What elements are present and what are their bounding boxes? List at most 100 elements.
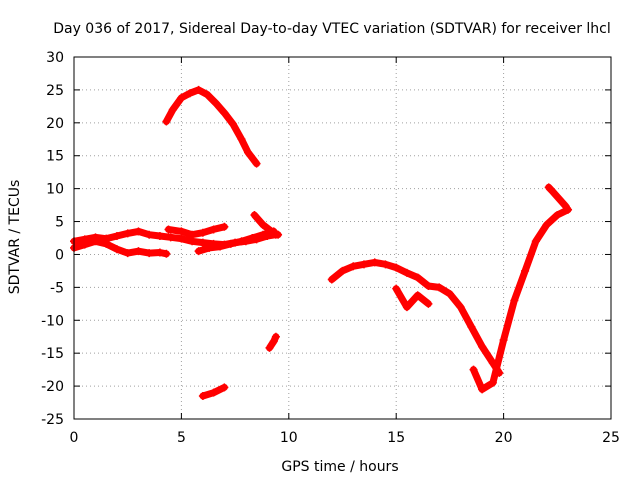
data-point — [392, 284, 401, 293]
data-point — [220, 383, 229, 392]
data-point — [370, 258, 379, 267]
data-point — [155, 248, 164, 257]
data-point — [123, 229, 132, 238]
series-trace — [470, 206, 572, 393]
data-point — [413, 273, 422, 282]
data-point — [349, 262, 358, 271]
data-point — [265, 343, 274, 352]
x-tick-label: 10 — [280, 430, 298, 446]
series-arc-E — [250, 210, 283, 239]
x-tick-label: 20 — [495, 430, 513, 446]
data-point — [177, 93, 186, 102]
data-point — [542, 220, 551, 229]
data-point — [198, 238, 207, 247]
series-trace — [392, 285, 432, 311]
data-point — [80, 240, 89, 249]
data-point — [162, 249, 171, 258]
data-point — [549, 187, 558, 196]
data-point — [194, 85, 203, 94]
y-tick-label: 5 — [55, 215, 64, 231]
y-tick-label: -10 — [41, 313, 64, 329]
data-point — [194, 247, 203, 256]
series-trace — [70, 237, 170, 258]
data-point — [209, 388, 218, 397]
data-point — [521, 266, 530, 275]
y-tick-label: 25 — [46, 83, 64, 99]
chart-title: Day 036 of 2017, Sidereal Day-to-day VTE… — [53, 21, 611, 37]
y-tick-label: -15 — [41, 346, 64, 362]
x-tick-label: 0 — [70, 430, 79, 446]
y-tick-label: 15 — [46, 149, 64, 165]
data-point — [381, 260, 390, 269]
series-arc-K — [392, 284, 433, 312]
data-point — [220, 222, 229, 231]
data-point — [259, 230, 268, 239]
data-point — [424, 299, 433, 308]
data-point — [456, 303, 465, 312]
data-point — [544, 183, 553, 192]
data-point — [467, 322, 476, 331]
data-point — [177, 234, 186, 243]
data-point — [269, 337, 278, 346]
data-point — [188, 230, 197, 239]
series-arc-J — [469, 205, 573, 394]
y-axis-title: SDTVAR / TECUs — [7, 180, 23, 295]
series-arc-I — [327, 258, 504, 377]
data-points — [70, 85, 573, 400]
data-point — [134, 227, 143, 236]
data-point — [338, 266, 347, 275]
data-point — [402, 303, 411, 312]
data-point — [510, 296, 519, 305]
x-tick-label: 5 — [177, 430, 186, 446]
data-point — [203, 90, 212, 99]
x-tick-label: 25 — [602, 430, 620, 446]
y-tick-label: 0 — [55, 247, 64, 263]
data-point — [531, 237, 540, 246]
data-point — [145, 249, 154, 258]
series-arc-H — [198, 383, 229, 400]
data-point — [267, 227, 276, 236]
series-arc-F — [162, 85, 261, 168]
data-point — [392, 263, 401, 272]
data-point — [259, 220, 268, 229]
data-point — [164, 225, 173, 234]
y-tick-label: 10 — [46, 182, 64, 198]
data-point — [271, 332, 280, 341]
data-point — [112, 232, 121, 241]
data-point — [226, 239, 235, 248]
y-tick-label: -25 — [41, 412, 64, 428]
data-point — [413, 291, 422, 300]
data-point — [198, 228, 207, 237]
data-point — [252, 159, 261, 168]
data-point — [145, 230, 154, 239]
data-point — [488, 378, 497, 387]
data-point — [248, 234, 257, 242]
data-point — [237, 237, 246, 246]
data-point — [198, 391, 207, 400]
data-point — [91, 237, 100, 246]
data-point — [177, 227, 186, 236]
data-point — [561, 202, 570, 211]
series-trace — [250, 211, 282, 239]
data-point — [327, 275, 336, 284]
data-point — [216, 242, 225, 251]
data-point — [274, 230, 283, 239]
data-point — [478, 385, 487, 394]
y-tick-label: -5 — [50, 280, 64, 296]
data-point — [205, 243, 214, 252]
series-arc-G — [265, 332, 280, 352]
data-point — [220, 108, 229, 117]
data-point — [250, 210, 259, 219]
data-point — [402, 268, 411, 277]
data-point — [168, 105, 177, 114]
data-point — [424, 282, 433, 291]
series-arc-B — [70, 237, 171, 258]
data-point — [166, 233, 175, 242]
data-point — [469, 365, 478, 374]
data-point — [237, 135, 246, 144]
y-tick-label: -20 — [41, 379, 64, 395]
data-point — [185, 89, 194, 98]
axis-ticks: 0 5 10 15 20 25 -25 -20 -15 -10 -5 0 5 10 15 20 25 30 — [41, 50, 620, 446]
grid-lines — [74, 57, 611, 419]
